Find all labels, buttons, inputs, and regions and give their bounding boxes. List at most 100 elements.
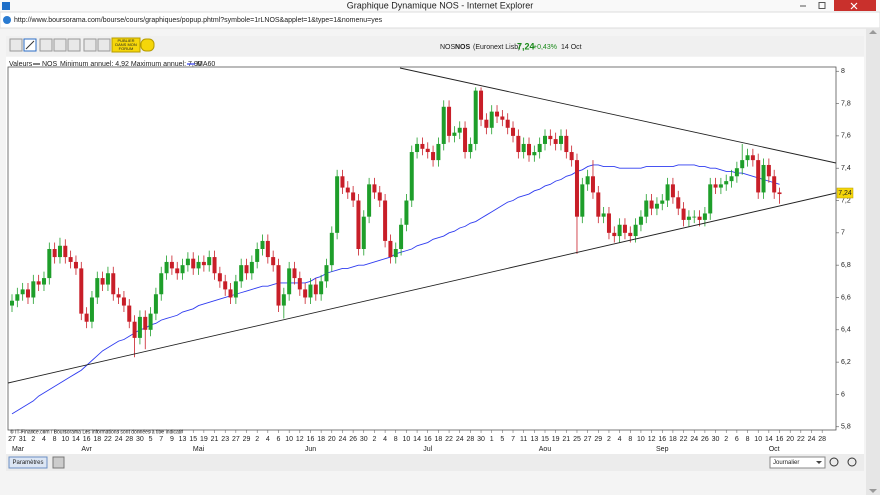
candle-body <box>10 300 14 306</box>
candle-body <box>111 273 116 295</box>
candle-body <box>308 284 313 298</box>
x-tick-label: 13 <box>530 436 538 443</box>
candle-body <box>260 240 265 249</box>
candle-body <box>15 294 20 301</box>
address-bar[interactable] <box>0 11 880 29</box>
zoom-out[interactable] <box>847 457 857 467</box>
legend-prefix: Valeurs <box>9 61 33 68</box>
zoom-tool[interactable] <box>9 38 23 52</box>
x-tick-label: 30 <box>360 436 368 443</box>
chart-panel <box>6 57 864 454</box>
x-tick-label: 14 <box>413 436 421 443</box>
candle-body <box>207 257 212 266</box>
candle-body <box>665 184 670 201</box>
x-tick-label: 14 <box>765 436 773 443</box>
x-tick-label: 30 <box>477 436 485 443</box>
x-tick-label: 2 <box>372 436 376 443</box>
erase-tool[interactable] <box>83 38 97 52</box>
x-tick-label: 7 <box>511 436 515 443</box>
candle-body <box>473 90 478 144</box>
candle-body <box>452 132 457 136</box>
scroll-down[interactable] <box>869 489 877 493</box>
channel-tool[interactable] <box>39 38 53 52</box>
x-tick-label: 22 <box>445 436 453 443</box>
x-tick-label: 28 <box>125 436 133 443</box>
candle-body <box>569 152 574 161</box>
candle-body <box>281 294 286 306</box>
x-tick-label: 31 <box>19 436 27 443</box>
x-tick-label: 16 <box>307 436 315 443</box>
select-tool[interactable] <box>97 38 111 52</box>
quote-change: +0,43% <box>533 44 557 51</box>
x-tick-label: 24 <box>690 436 698 443</box>
candle-body <box>670 184 675 198</box>
candle-body <box>68 257 73 262</box>
comment-button[interactable] <box>140 38 155 52</box>
x-tick-label: 30 <box>136 436 144 443</box>
period-select[interactable] <box>769 456 826 469</box>
y-tick-label: 8 <box>841 68 845 75</box>
candle-body <box>351 192 356 201</box>
print-button[interactable] <box>52 456 65 469</box>
quote-name-bold: NOS <box>455 44 471 51</box>
month-label: Jun <box>305 446 316 453</box>
candle-body <box>463 127 468 153</box>
y-tick-label: 7,4 <box>841 165 851 172</box>
candle-body <box>681 208 686 220</box>
scroll-up[interactable] <box>869 30 877 34</box>
y-tick-label: 7,8 <box>841 100 851 107</box>
x-tick-label: 12 <box>648 436 656 443</box>
candle-body <box>335 176 340 233</box>
credit: © IT-Finance.com / Boursorama Les inform… <box>10 428 183 435</box>
scrollbar[interactable] <box>866 28 880 495</box>
url[interactable]: http://www.boursorama.com/bourse/cours/g… <box>14 17 383 24</box>
x-tick-label: 8 <box>53 436 57 443</box>
candle-body <box>415 143 420 153</box>
publish-text: DANS MON <box>115 42 137 47</box>
candle-body <box>500 116 505 120</box>
last-price: 7,24 <box>838 190 852 197</box>
candle-body <box>164 261 169 274</box>
x-tick-label: 18 <box>435 436 443 443</box>
candle-body <box>20 289 25 295</box>
candle-body <box>734 168 739 177</box>
candle-body <box>574 160 579 217</box>
publish-button[interactable] <box>111 37 141 53</box>
y-tick-label: 6 <box>841 391 845 398</box>
candle-body <box>425 148 430 153</box>
x-tick-label: 13 <box>179 436 187 443</box>
candle-body <box>329 232 334 266</box>
text-tool[interactable] <box>67 38 81 52</box>
candle-body <box>537 143 542 153</box>
candle-body <box>686 216 691 220</box>
x-tick-label: 24 <box>808 436 816 443</box>
candle-body <box>713 184 718 188</box>
settings-button[interactable] <box>8 456 48 469</box>
x-tick-label: 6 <box>277 436 281 443</box>
publish-text: FORUM <box>119 46 134 51</box>
y-tick-label: 6,2 <box>841 359 851 366</box>
candle-body <box>521 143 526 153</box>
candle-body <box>89 297 94 322</box>
x-tick-label: 26 <box>701 436 709 443</box>
candle-body <box>340 176 345 188</box>
fibo-tool[interactable] <box>53 38 67 52</box>
candle-body <box>527 143 532 156</box>
candle-body <box>484 119 489 128</box>
candle-body <box>420 143 425 149</box>
candle-body <box>638 216 643 225</box>
candle-body <box>761 164 766 193</box>
candle-body <box>404 200 409 225</box>
x-tick-label: 24 <box>456 436 464 443</box>
period-label: Journalier <box>773 460 799 466</box>
candle-body <box>196 261 201 269</box>
x-tick-label: 28 <box>818 436 826 443</box>
maximize[interactable] <box>818 2 826 9</box>
candle-body <box>756 160 761 193</box>
candle-body <box>73 261 78 269</box>
candle-body <box>287 268 292 295</box>
candle-body <box>137 316 142 338</box>
zoom-in[interactable] <box>829 457 839 467</box>
